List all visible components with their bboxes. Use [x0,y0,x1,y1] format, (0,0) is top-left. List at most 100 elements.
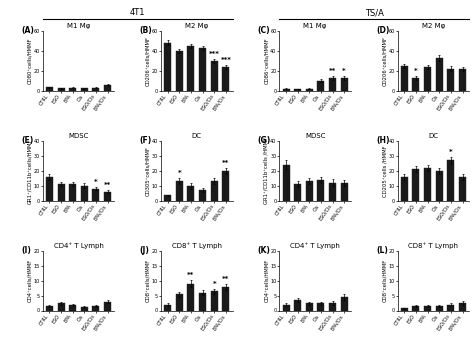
Bar [211,291,218,310]
Text: ***: *** [220,57,231,63]
Text: ***: *** [209,51,220,57]
Y-axis label: CD205⁺cells /HMMF: CD205⁺cells /HMMF [382,145,387,197]
Bar [341,78,348,90]
Bar [329,303,336,311]
Bar [459,303,466,311]
Bar [199,293,206,310]
Bar [176,51,183,90]
Title: DC: DC [192,133,202,139]
Text: (C): (C) [258,26,270,35]
Bar [92,189,100,200]
Text: (F): (F) [139,136,152,145]
Y-axis label: CD4⁺cells/HMMF: CD4⁺cells/HMMF [264,259,269,303]
Bar [401,308,408,310]
Title: M2 Mφ: M2 Mφ [185,23,209,29]
Bar [424,168,431,200]
Text: (E): (E) [21,136,33,145]
Bar [341,297,348,310]
Title: M1 Mφ: M1 Mφ [303,23,327,29]
Bar [459,69,466,90]
Text: *: * [414,68,418,74]
Bar [459,177,466,200]
Bar [104,302,111,310]
Text: (A): (A) [21,26,34,35]
Bar [412,306,419,310]
Bar [447,305,455,310]
Bar [436,306,443,310]
Bar [283,305,290,310]
Bar [447,69,455,90]
Bar [188,284,194,310]
Y-axis label: CD8⁺cells/HMMF: CD8⁺cells/HMMF [382,259,387,303]
Bar [69,305,76,310]
Bar [188,46,194,90]
Bar [69,184,76,200]
Title: CD4⁺ T Lymph: CD4⁺ T Lymph [290,243,340,249]
Text: (J): (J) [139,246,149,255]
Title: MDSC: MDSC [305,133,325,139]
Bar [329,183,336,200]
Text: **: ** [222,276,229,282]
Bar [57,184,64,200]
Y-axis label: CD305⁺cells/HMMF: CD305⁺cells/HMMF [146,146,151,196]
Text: **: ** [222,160,229,166]
Text: (G): (G) [258,136,271,145]
Text: (B): (B) [139,26,152,35]
Bar [46,177,53,200]
Text: 4T1: 4T1 [130,8,146,17]
Bar [176,294,183,310]
Y-axis label: GR1⁺/CD11b⁺cells /HMMF: GR1⁺/CD11b⁺cells /HMMF [264,137,269,204]
Bar [164,43,171,90]
Text: *: * [449,149,453,155]
Text: TS/A: TS/A [365,8,383,17]
Text: **: ** [187,273,195,278]
Bar [294,89,301,90]
Bar [46,87,53,90]
Bar [199,48,206,90]
Bar [283,165,290,200]
Bar [81,307,88,310]
Bar [424,306,431,310]
Y-axis label: CD80⁺cells/HMMF: CD80⁺cells/HMMF [27,38,32,84]
Bar [306,303,313,311]
Bar [401,66,408,90]
Bar [92,306,100,310]
Y-axis label: CD206⁺cells/HMMF: CD206⁺cells/HMMF [146,36,151,86]
Bar [436,58,443,90]
Bar [318,180,324,200]
Y-axis label: CD86⁺cells/HMMF: CD86⁺cells/HMMF [264,38,269,84]
Bar [401,177,408,200]
Y-axis label: GR1⁺/CD11b⁺cells/HMMF: GR1⁺/CD11b⁺cells/HMMF [27,138,32,204]
Text: *: * [212,281,216,287]
Title: M2 Mφ: M2 Mφ [422,23,445,29]
Bar [294,300,301,310]
Y-axis label: CD8⁺cells/HMMF: CD8⁺cells/HMMF [146,259,151,303]
Bar [436,171,443,200]
Bar [222,171,229,200]
Bar [92,88,100,90]
Bar [81,186,88,200]
Bar [306,181,313,200]
Title: CD4⁺ T Lymph: CD4⁺ T Lymph [54,243,103,249]
Text: *: * [178,170,181,176]
Y-axis label: CD4⁺cells/HMMF: CD4⁺cells/HMMF [27,259,32,303]
Title: M1 Mφ: M1 Mφ [67,23,90,29]
Bar [46,306,53,310]
Bar [341,183,348,200]
Bar [318,81,324,90]
Bar [283,89,290,90]
Bar [104,191,111,200]
Bar [164,305,171,310]
Text: (L): (L) [376,246,388,255]
Title: CD8⁺ T Lymph: CD8⁺ T Lymph [409,243,458,249]
Bar [199,190,206,200]
Bar [81,88,88,90]
Title: DC: DC [428,133,438,139]
Bar [164,195,171,200]
Bar [176,181,183,200]
Bar [424,67,431,90]
Bar [329,78,336,90]
Bar [69,88,76,90]
Text: (K): (K) [258,246,271,255]
Title: MDSC: MDSC [68,133,89,139]
